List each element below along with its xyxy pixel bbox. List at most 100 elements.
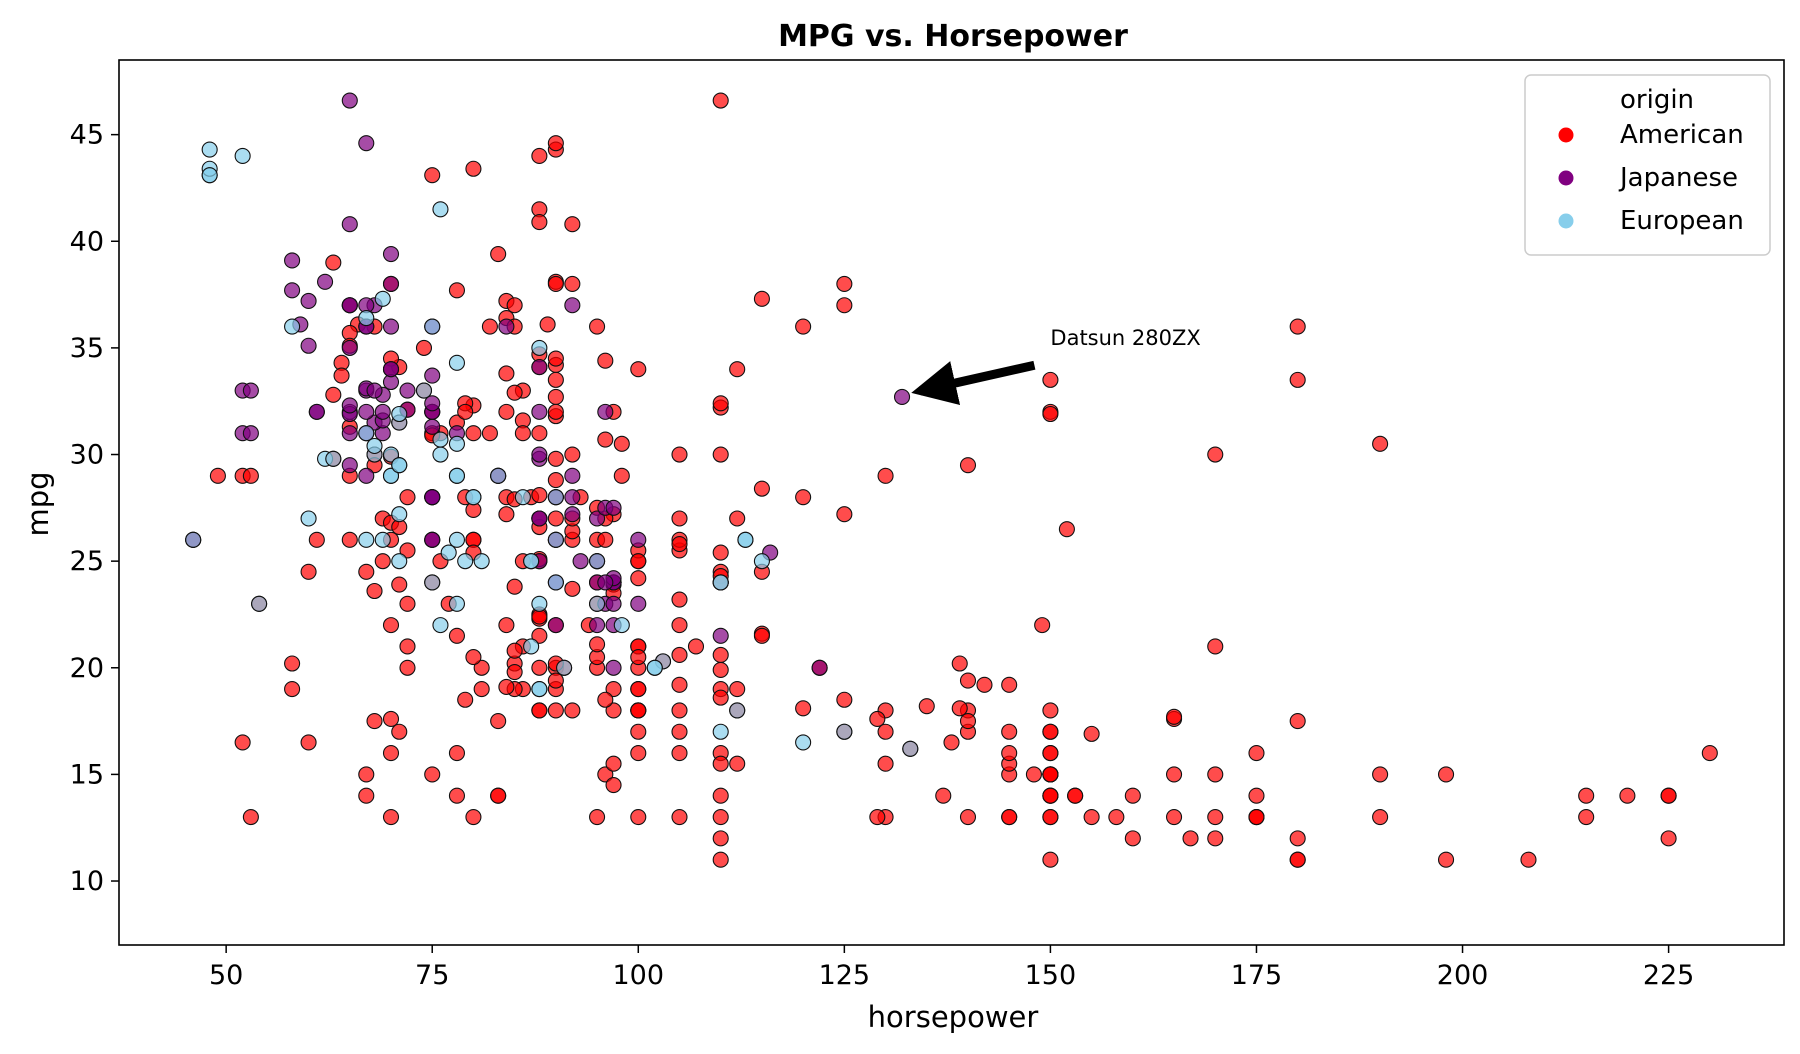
data-point-american <box>671 446 688 463</box>
x-tick-label: 225 <box>1643 960 1695 991</box>
data-point-american <box>959 713 977 730</box>
data-point-american <box>1372 808 1389 826</box>
data-point-european <box>358 531 375 548</box>
data-point-japanese <box>341 457 358 474</box>
data-point-american <box>465 160 482 177</box>
data-point-american <box>1042 766 1059 783</box>
data-point-european <box>358 425 375 442</box>
data-point-american <box>300 734 317 751</box>
data-point-japanese <box>284 252 301 269</box>
data-point-american <box>597 766 614 783</box>
data-point-american <box>242 808 259 826</box>
data-point-american <box>597 691 614 708</box>
data-point-american <box>877 723 894 740</box>
data-point-american <box>671 617 688 634</box>
data-point-american <box>531 147 548 165</box>
data-point-american <box>1067 787 1084 804</box>
data-point-european <box>523 638 540 655</box>
data-point-european <box>547 531 564 548</box>
data-point-american <box>877 467 894 484</box>
data-point-american <box>506 663 523 681</box>
data-point-european <box>712 574 729 591</box>
data-point-japanese <box>564 297 581 314</box>
data-point-european <box>185 531 202 548</box>
data-point-japanese <box>341 339 358 356</box>
data-point-european <box>531 339 548 356</box>
data-point-american <box>918 698 935 715</box>
data-point-european <box>836 723 853 740</box>
data-point-american <box>547 702 564 719</box>
data-point-american <box>514 425 531 442</box>
data-point-american <box>415 339 433 356</box>
data-point-japanese <box>424 395 441 412</box>
data-point-american <box>1042 851 1059 868</box>
data-point-american <box>597 531 614 548</box>
data-point-american <box>490 713 507 730</box>
data-point-american <box>358 787 375 804</box>
annotation-label: Datsun 280ZX <box>1050 326 1200 350</box>
data-point-american <box>976 676 993 693</box>
data-point-american <box>959 808 977 826</box>
data-point-american <box>473 681 490 698</box>
data-point-japanese <box>284 282 301 299</box>
data-point-american <box>589 636 606 653</box>
data-point-american <box>729 681 746 698</box>
data-point-american <box>457 691 474 708</box>
data-point-japanese <box>300 337 317 354</box>
legend: origin American Japanese European <box>1524 74 1771 256</box>
data-point-european <box>457 553 474 570</box>
data-point-american <box>481 318 498 335</box>
data-point-european <box>547 574 564 591</box>
data-point-american <box>836 506 853 523</box>
data-point-american <box>671 723 688 740</box>
data-point-american <box>1438 766 1455 783</box>
data-point-japanese <box>424 418 441 435</box>
data-point-american <box>1660 830 1677 847</box>
data-point-american <box>531 659 548 676</box>
data-point-american <box>539 316 556 333</box>
data-point-american <box>490 246 507 263</box>
data-point-american <box>424 167 441 184</box>
data-point-european <box>391 553 408 570</box>
data-point-american <box>935 787 952 804</box>
data-point-american <box>547 510 564 527</box>
data-point-american <box>1248 787 1265 804</box>
data-point-american <box>547 472 564 489</box>
data-point-american <box>630 681 647 698</box>
data-point-american <box>1083 725 1100 742</box>
data-point-japanese <box>358 135 375 152</box>
data-point-european <box>391 506 408 523</box>
data-point-american <box>234 734 251 751</box>
data-point-american <box>358 766 375 783</box>
data-point-american <box>1372 766 1389 783</box>
data-point-american <box>671 510 688 527</box>
data-point-american <box>358 563 375 580</box>
data-point-american <box>712 544 729 561</box>
data-point-american <box>1207 446 1224 463</box>
data-point-american <box>399 595 416 612</box>
data-point-european <box>440 544 457 561</box>
data-point-american <box>399 638 416 655</box>
data-point-american <box>457 403 474 420</box>
data-point-american <box>712 851 729 868</box>
data-point-american <box>465 649 482 666</box>
data-point-european <box>432 617 449 634</box>
data-point-american <box>605 702 622 719</box>
data-point-european <box>490 467 507 484</box>
data-point-european <box>729 702 746 719</box>
data-point-japanese <box>605 499 622 516</box>
data-point-american <box>366 713 383 730</box>
data-point-japanese <box>893 388 911 405</box>
data-point-american <box>712 830 729 847</box>
data-point-european <box>366 437 383 455</box>
data-point-american <box>1042 405 1059 423</box>
data-point-american <box>630 723 647 740</box>
data-point-american <box>564 216 581 233</box>
data-point-american <box>1042 723 1059 740</box>
x-ticks: 50 75 100 125 150 175 200 225 <box>209 945 1694 991</box>
data-point-european <box>251 595 268 612</box>
data-point-american <box>1207 766 1224 783</box>
data-point-japanese <box>341 425 358 442</box>
data-point-american <box>943 734 960 751</box>
